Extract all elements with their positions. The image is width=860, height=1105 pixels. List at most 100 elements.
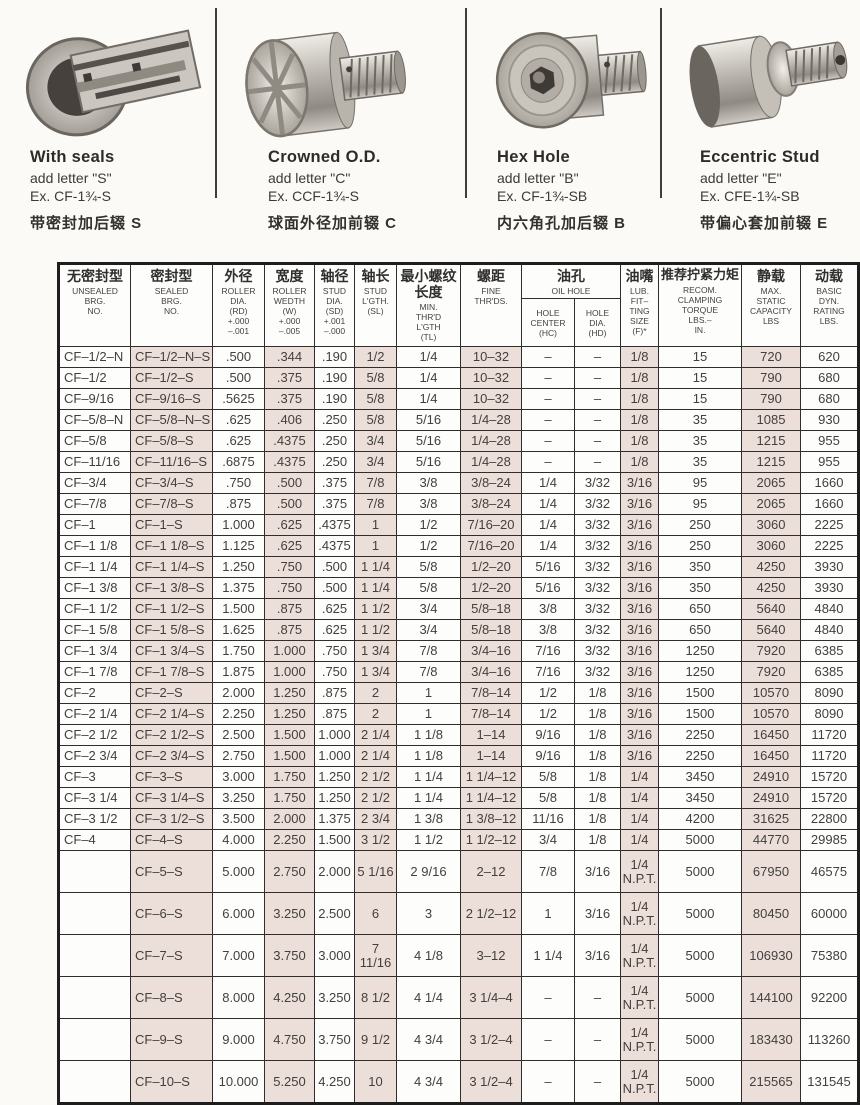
table-cell: 10–32 bbox=[460, 388, 522, 411]
table-cell: 1.875 bbox=[212, 661, 265, 684]
table-cell: 1250 bbox=[658, 661, 742, 684]
table-cell: .4375 bbox=[314, 535, 355, 558]
table-cell: 3 1/2–4 bbox=[460, 1060, 522, 1105]
table-cell: CF–9/16 bbox=[58, 388, 131, 411]
table-cell: 2225 bbox=[800, 514, 859, 537]
table-cell: 3/16 bbox=[620, 556, 659, 579]
table-cell: .4375 bbox=[314, 514, 355, 537]
table-cell: 1215 bbox=[741, 451, 801, 474]
table-cell: 1 1/2 bbox=[354, 598, 397, 621]
product-caption-hex-hole: Hex Hole add letter "B" Ex. CF-1¾-SB 内六角… bbox=[497, 147, 626, 234]
product-caption-chinese: 内六角孔加后辍 B bbox=[497, 214, 627, 232]
table-cell: 5 1/16 bbox=[354, 850, 397, 894]
table-cell: 3/16 bbox=[620, 535, 659, 558]
table-row: CF–3 CF–3–S 3.000 1.750 1.250 2 1/2 1 1/4 1 1/4… bbox=[58, 766, 859, 789]
table-cell: 1 bbox=[396, 703, 461, 726]
eccentric-stud-cam-follower-photo bbox=[689, 35, 848, 128]
table-cell: 3/4 bbox=[396, 619, 461, 642]
table-row: CF–1 5/8 CF–1 5/8–S 1.625.875.625 1 1/2 3/4 5… bbox=[58, 619, 859, 642]
table-cell: 350 bbox=[658, 577, 742, 600]
spec-table-header: 无密封型 UNSEALED BRG. NO. 密封型 SEALED BRG. N… bbox=[58, 262, 859, 348]
table-cell: 1.250 bbox=[212, 556, 265, 579]
table-cell: 1.500 bbox=[314, 829, 355, 852]
table-cell: CF–5/8–N–S bbox=[130, 409, 213, 432]
table-cell: 3/8–24 bbox=[460, 472, 522, 495]
table-cell: 1 1/4–12 bbox=[460, 766, 522, 789]
table-cell: 10–32 bbox=[460, 367, 522, 390]
table-cell: 3/4–16 bbox=[460, 640, 522, 663]
table-cell: 1.000 bbox=[314, 724, 355, 747]
table-cell: 11720 bbox=[800, 724, 859, 747]
table-row: CF–1 CF–1–S 1.000.625.4375 1 1/2 7/16–20 1/4 3/… bbox=[58, 514, 859, 537]
table-row: CF–7/8 CF–7/8–S .875.500.375 7/8 3/8 3/8–24 1/… bbox=[58, 493, 859, 516]
table-cell: 3930 bbox=[800, 577, 859, 600]
table-cell: 1/8 bbox=[620, 430, 659, 453]
table-cell: 10570 bbox=[741, 703, 801, 726]
table-cell: CF–3 1/4–S bbox=[130, 787, 213, 810]
table-row: CF–1 3/4 CF–1 3/4–S 1.750 1.000.750 1 3/4 7/8… bbox=[58, 640, 859, 663]
table-cell: CF–1/2–N–S bbox=[130, 346, 213, 369]
table-cell: CF–8–S bbox=[130, 976, 213, 1020]
table-row: CF–3 1/4 CF–3 1/4–S 3.250 1.750 1.250 2 1/2 1 … bbox=[58, 787, 859, 810]
table-cell: 15720 bbox=[800, 787, 859, 810]
table-cell: CF–1–S bbox=[130, 514, 213, 537]
header-fine-threads: 螺距 FINE THR'DS. bbox=[460, 262, 522, 348]
table-cell: 95 bbox=[658, 493, 742, 516]
table-row: CF–11/16 CF–11/16–S .6875.4375.250 3/4 5/16 1… bbox=[58, 451, 859, 474]
table-cell: 4840 bbox=[800, 619, 859, 642]
table-cell: 10.000 bbox=[212, 1060, 265, 1105]
table-cell: CF–4 bbox=[58, 829, 131, 852]
table-cell: 7/16–20 bbox=[460, 535, 522, 558]
product-example: Ex. CF-1¾-SB bbox=[497, 188, 588, 205]
table-cell: 3/32 bbox=[574, 514, 621, 537]
table-cell: .750 bbox=[314, 640, 355, 663]
table-cell: 5000 bbox=[658, 1060, 742, 1105]
table-cell: CF–1 bbox=[58, 514, 131, 537]
table-cell: 3/16 bbox=[620, 661, 659, 684]
table-cell: 60000 bbox=[800, 892, 859, 936]
table-cell: 35 bbox=[658, 430, 742, 453]
table-row: CF–4 CF–4–S 4.000 2.250 1.500 3 1/2 1 1/2 1 1/2… bbox=[58, 829, 859, 852]
table-cell: .500 bbox=[212, 367, 265, 390]
table-cell: 3/4–16 bbox=[460, 661, 522, 684]
table-cell: 5/8 bbox=[354, 388, 397, 411]
table-cell: 1/4 bbox=[396, 388, 461, 411]
table-cell: CF–1/2–S bbox=[130, 367, 213, 390]
table-cell: 7/8 bbox=[354, 493, 397, 516]
table-cell: – bbox=[574, 346, 621, 369]
table-cell: 1 1/4 bbox=[354, 556, 397, 579]
table-cell: 2.500 bbox=[314, 892, 355, 936]
table-cell: CF–1 3/8–S bbox=[130, 577, 213, 600]
table-cell: 3/16 bbox=[620, 703, 659, 726]
section-divider bbox=[465, 8, 467, 198]
table-cell: 2.000 bbox=[314, 850, 355, 894]
table-cell: 7/8 bbox=[396, 661, 461, 684]
table-cell: 24910 bbox=[741, 766, 801, 789]
table-cell: 1/4 bbox=[620, 808, 659, 831]
header-dynamic-rating: 动载 BASIC DYN. RATING LBS. bbox=[800, 262, 859, 348]
table-cell: 1.000 bbox=[264, 640, 315, 663]
table-cell: 1/4 bbox=[521, 472, 575, 495]
table-cell: 2225 bbox=[800, 535, 859, 558]
table-cell: 1/2 bbox=[521, 682, 575, 705]
table-cell: 5000 bbox=[658, 1018, 742, 1062]
table-cell: 2250 bbox=[658, 724, 742, 747]
table-cell: 4 3/4 bbox=[396, 1018, 461, 1062]
table-cell: – bbox=[574, 409, 621, 432]
table-cell: 9 1/2 bbox=[354, 1018, 397, 1062]
header-clamping-torque: 推荐拧紧力矩 RECOM. CLAMPING TORQUE LBS.– IN. bbox=[658, 262, 742, 348]
table-row: CF–5–S 5.000 2.750 2.000 5 1/16 2 9/16 2–12 7/8… bbox=[58, 850, 859, 894]
table-cell: CF–1 3/4 bbox=[58, 640, 131, 663]
table-cell: 1/4–28 bbox=[460, 409, 522, 432]
table-cell: 1 1/4 bbox=[354, 577, 397, 600]
table-cell: 10 bbox=[354, 1060, 397, 1105]
table-cell: CF–5/8 bbox=[58, 430, 131, 453]
table-cell: 5000 bbox=[658, 934, 742, 978]
table-cell: 5640 bbox=[741, 619, 801, 642]
table-cell: 680 bbox=[800, 367, 859, 390]
table-cell: 16450 bbox=[741, 724, 801, 747]
table-cell: CF–5/8–N bbox=[58, 409, 131, 432]
table-cell: 1/8 bbox=[620, 367, 659, 390]
table-cell: 1/4–28 bbox=[460, 451, 522, 474]
table-cell bbox=[58, 892, 131, 936]
